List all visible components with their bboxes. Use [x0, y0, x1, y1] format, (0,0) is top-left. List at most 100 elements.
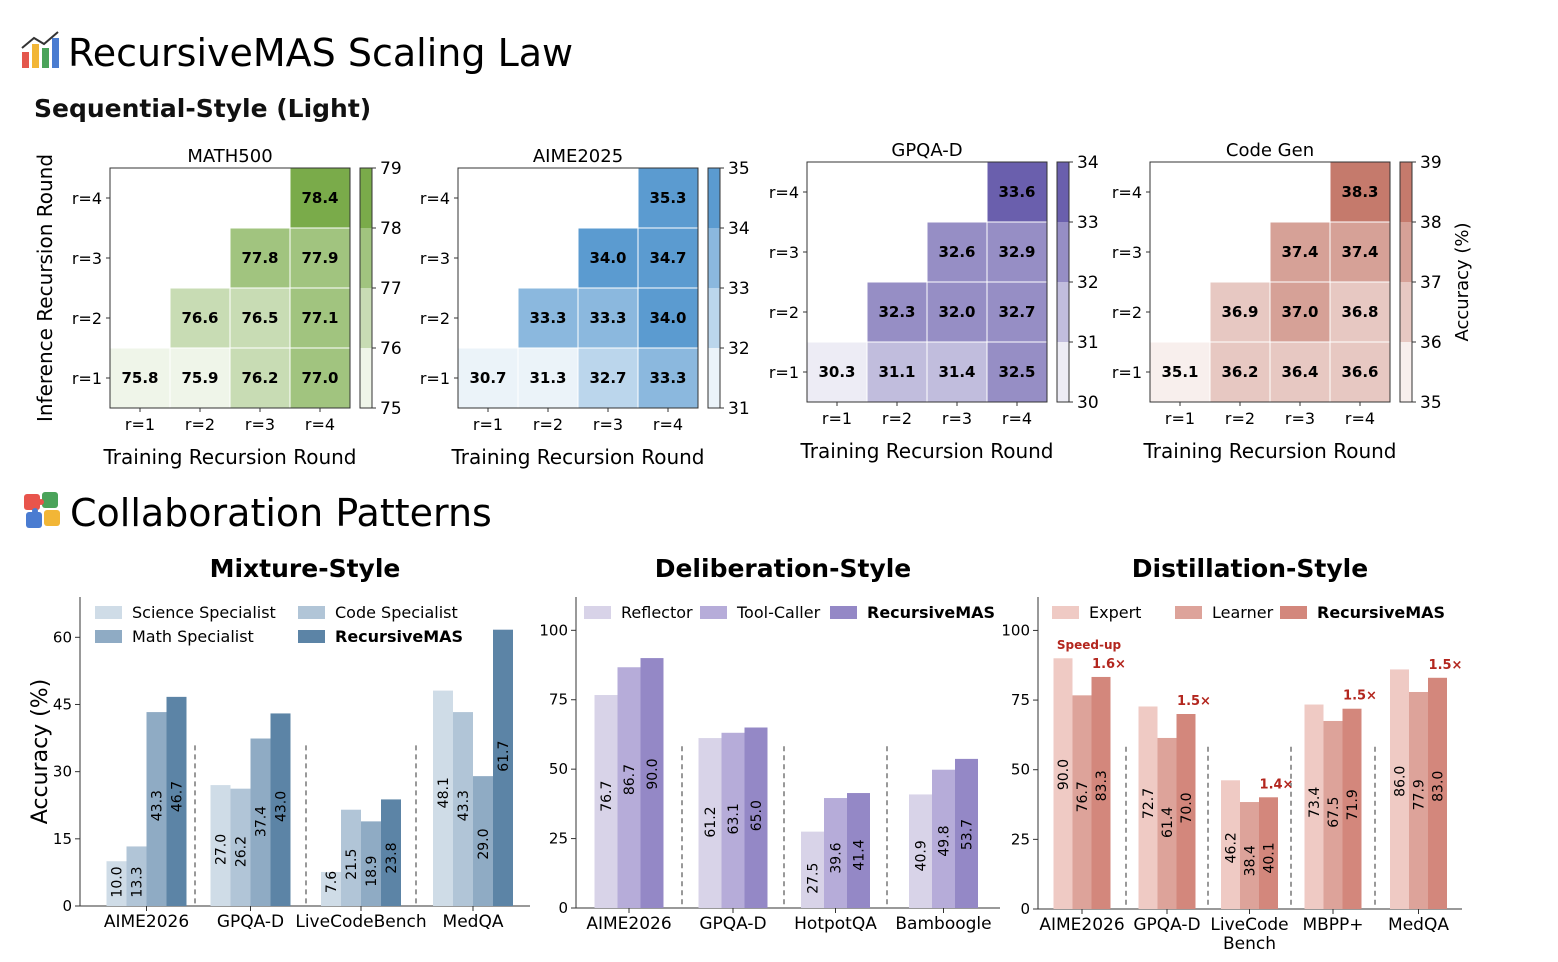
heatmap-cell [1269, 221, 1331, 283]
bar-value-label: 7.6 [324, 871, 340, 893]
colorbar-band [1400, 342, 1412, 402]
y-tick-label: 25 [549, 830, 568, 848]
legend-label: RecursiveMAS [867, 603, 995, 622]
heatmap-cell [289, 227, 351, 289]
colorbar-tick-label: 38 [1420, 213, 1442, 233]
colorbar-band [360, 288, 372, 348]
colorbar-band [1400, 222, 1412, 282]
bar [250, 738, 271, 906]
bar [1409, 691, 1428, 909]
bar-value-label: 61.4 [1160, 807, 1176, 838]
bar [594, 695, 618, 908]
bar [721, 732, 745, 908]
bar [106, 861, 127, 906]
heatmap-cell-value: 37.4 [1281, 243, 1318, 261]
heatmap-cell-value: 37.0 [1281, 303, 1318, 321]
heatmap-cell [517, 347, 579, 409]
bar-chart-distillation: Distillation-Style 0 25 50 75 100 90.076.7 83.3… [1001, 554, 1462, 954]
heatmap-xtick-label: r=2 [533, 415, 563, 434]
heatmap-ytick-label: r=4 [72, 189, 102, 208]
legend-swatch [298, 606, 325, 619]
legend-label: Math Specialist [132, 627, 254, 646]
bar-value-label: 29.0 [476, 828, 492, 859]
heatmap-math500: MATH500 75.8 75.9 76.2 77.0 76.6 76.5 77.1 77.8 7… [33, 146, 402, 469]
sequential-subtitle: Sequential-Style (Light) [34, 94, 372, 123]
x-tick-label: HotpotQA [794, 914, 877, 934]
heatmap-cell-value: 78.4 [301, 189, 338, 207]
heatmap-cell-value: 31.3 [529, 369, 566, 387]
heatmap-border [457, 167, 699, 409]
bar-chart-mixture: Mixture-Style 0 15 30 45 60 Accuracy (%) 10.0 13… [28, 554, 530, 932]
section-title-collab: Collaboration Patterns [70, 491, 492, 535]
heatmap-cell-value: 32.6 [938, 243, 975, 261]
heatmap-cell-value: 75.9 [181, 369, 218, 387]
colorbar-band [360, 348, 372, 408]
legend-label: Code Specialist [335, 603, 458, 622]
x-tick-label: LiveCodeBench [295, 912, 426, 932]
heatmap-cell-value: 31.4 [938, 363, 975, 381]
colorbar-label: Accuracy (%) [1452, 222, 1473, 341]
heatmap-border [806, 161, 1048, 403]
heatmap-cell [577, 347, 639, 409]
bar-chart-deliberation: Deliberation-Style 0 25 50 75 100 76.7 86.7 90.0… [539, 554, 1000, 934]
heatmap-cell-value: 76.2 [241, 369, 278, 387]
y-tick-label: 15 [53, 830, 72, 848]
bar-value-label: 72.7 [1141, 788, 1157, 819]
heatmap-cell-value: 30.7 [469, 369, 506, 387]
heatmap-xtick-label: r=1 [1165, 409, 1195, 428]
heatmap-cell [1329, 161, 1391, 223]
x-tick-label: GPQA-D [217, 912, 284, 932]
colorbar-tick-label: 37 [1420, 273, 1442, 293]
colorbar-band [1057, 282, 1069, 342]
heatmap-ytick-label: r=3 [769, 243, 799, 262]
heatmap-cell [1269, 281, 1331, 343]
heatmap-gpqa: GPQA-D 30.3 31.1 31.4 32.5 32.3 32.0 32.7 32.6 32… [769, 140, 1099, 463]
speedup-label: 1.5× [1343, 689, 1377, 704]
bar [1053, 658, 1073, 909]
colorbar-band [360, 168, 372, 228]
heatmap-cell-value: 30.3 [818, 363, 855, 381]
x-tick-label: Bench [1223, 934, 1276, 954]
y-tick-label: 100 [1001, 621, 1030, 639]
heatmap-ytick-label: r=1 [769, 363, 799, 382]
heatmap-cell [577, 287, 639, 349]
heatmap-aime2025: AIME2025 30.7 31.3 32.7 33.3 33.3 33.3 34.0 34.0… [420, 146, 750, 469]
heatmap-cell-value: 32.0 [938, 303, 975, 321]
heatmap-ytick-label: r=3 [420, 249, 450, 268]
bar-chart-title: Mixture-Style [210, 554, 401, 583]
heatmap-cell-value: 35.3 [649, 189, 686, 207]
heatmap-cell [109, 347, 171, 409]
heatmap-cell [637, 167, 699, 229]
bar-value-label: 77.9 [1412, 779, 1428, 810]
bar-value-label: 61.7 [496, 741, 512, 772]
bar [1176, 714, 1196, 909]
heatmap-cell-value: 75.8 [121, 369, 158, 387]
bar-value-label: 46.7 [170, 781, 186, 812]
bar-value-label: 63.1 [726, 803, 742, 834]
heatmap-xtick-label: r=3 [593, 415, 623, 434]
bar [210, 785, 231, 906]
heatmap-cell-value: 33.3 [649, 369, 686, 387]
bar-value-label: 13.3 [130, 866, 146, 897]
heatmap-ytick-label: r=2 [769, 303, 799, 322]
bar [453, 712, 473, 906]
bar-value-label: 21.5 [344, 849, 360, 880]
heatmap-xtick-label: r=4 [1002, 409, 1032, 428]
bar-chart-title: Deliberation-Style [655, 554, 912, 583]
scaling-section-header: RecursiveMAS Scaling Law [20, 30, 573, 79]
legend-label: Tool-Caller [736, 603, 821, 622]
colorbar-tick-label: 77 [380, 279, 402, 299]
heatmap-xtick-label: r=4 [653, 415, 683, 434]
heatmap-cell-value: 76.5 [241, 309, 278, 327]
heatmap-cell [1329, 341, 1391, 403]
heatmap-cell [1329, 281, 1391, 343]
bar [1390, 669, 1409, 909]
speedup-label: 1.4× [1260, 777, 1294, 792]
bar [847, 793, 870, 908]
heatmap-xtick-label: r=4 [1345, 409, 1375, 428]
speedup-label: 1.5× [1177, 694, 1211, 709]
heatmap-xtick-label: r=1 [125, 415, 155, 434]
heatmap-cell-value: 77.8 [241, 249, 278, 267]
y-tick-label: 0 [1020, 900, 1030, 918]
heatmap-cell-value: 32.3 [878, 303, 915, 321]
